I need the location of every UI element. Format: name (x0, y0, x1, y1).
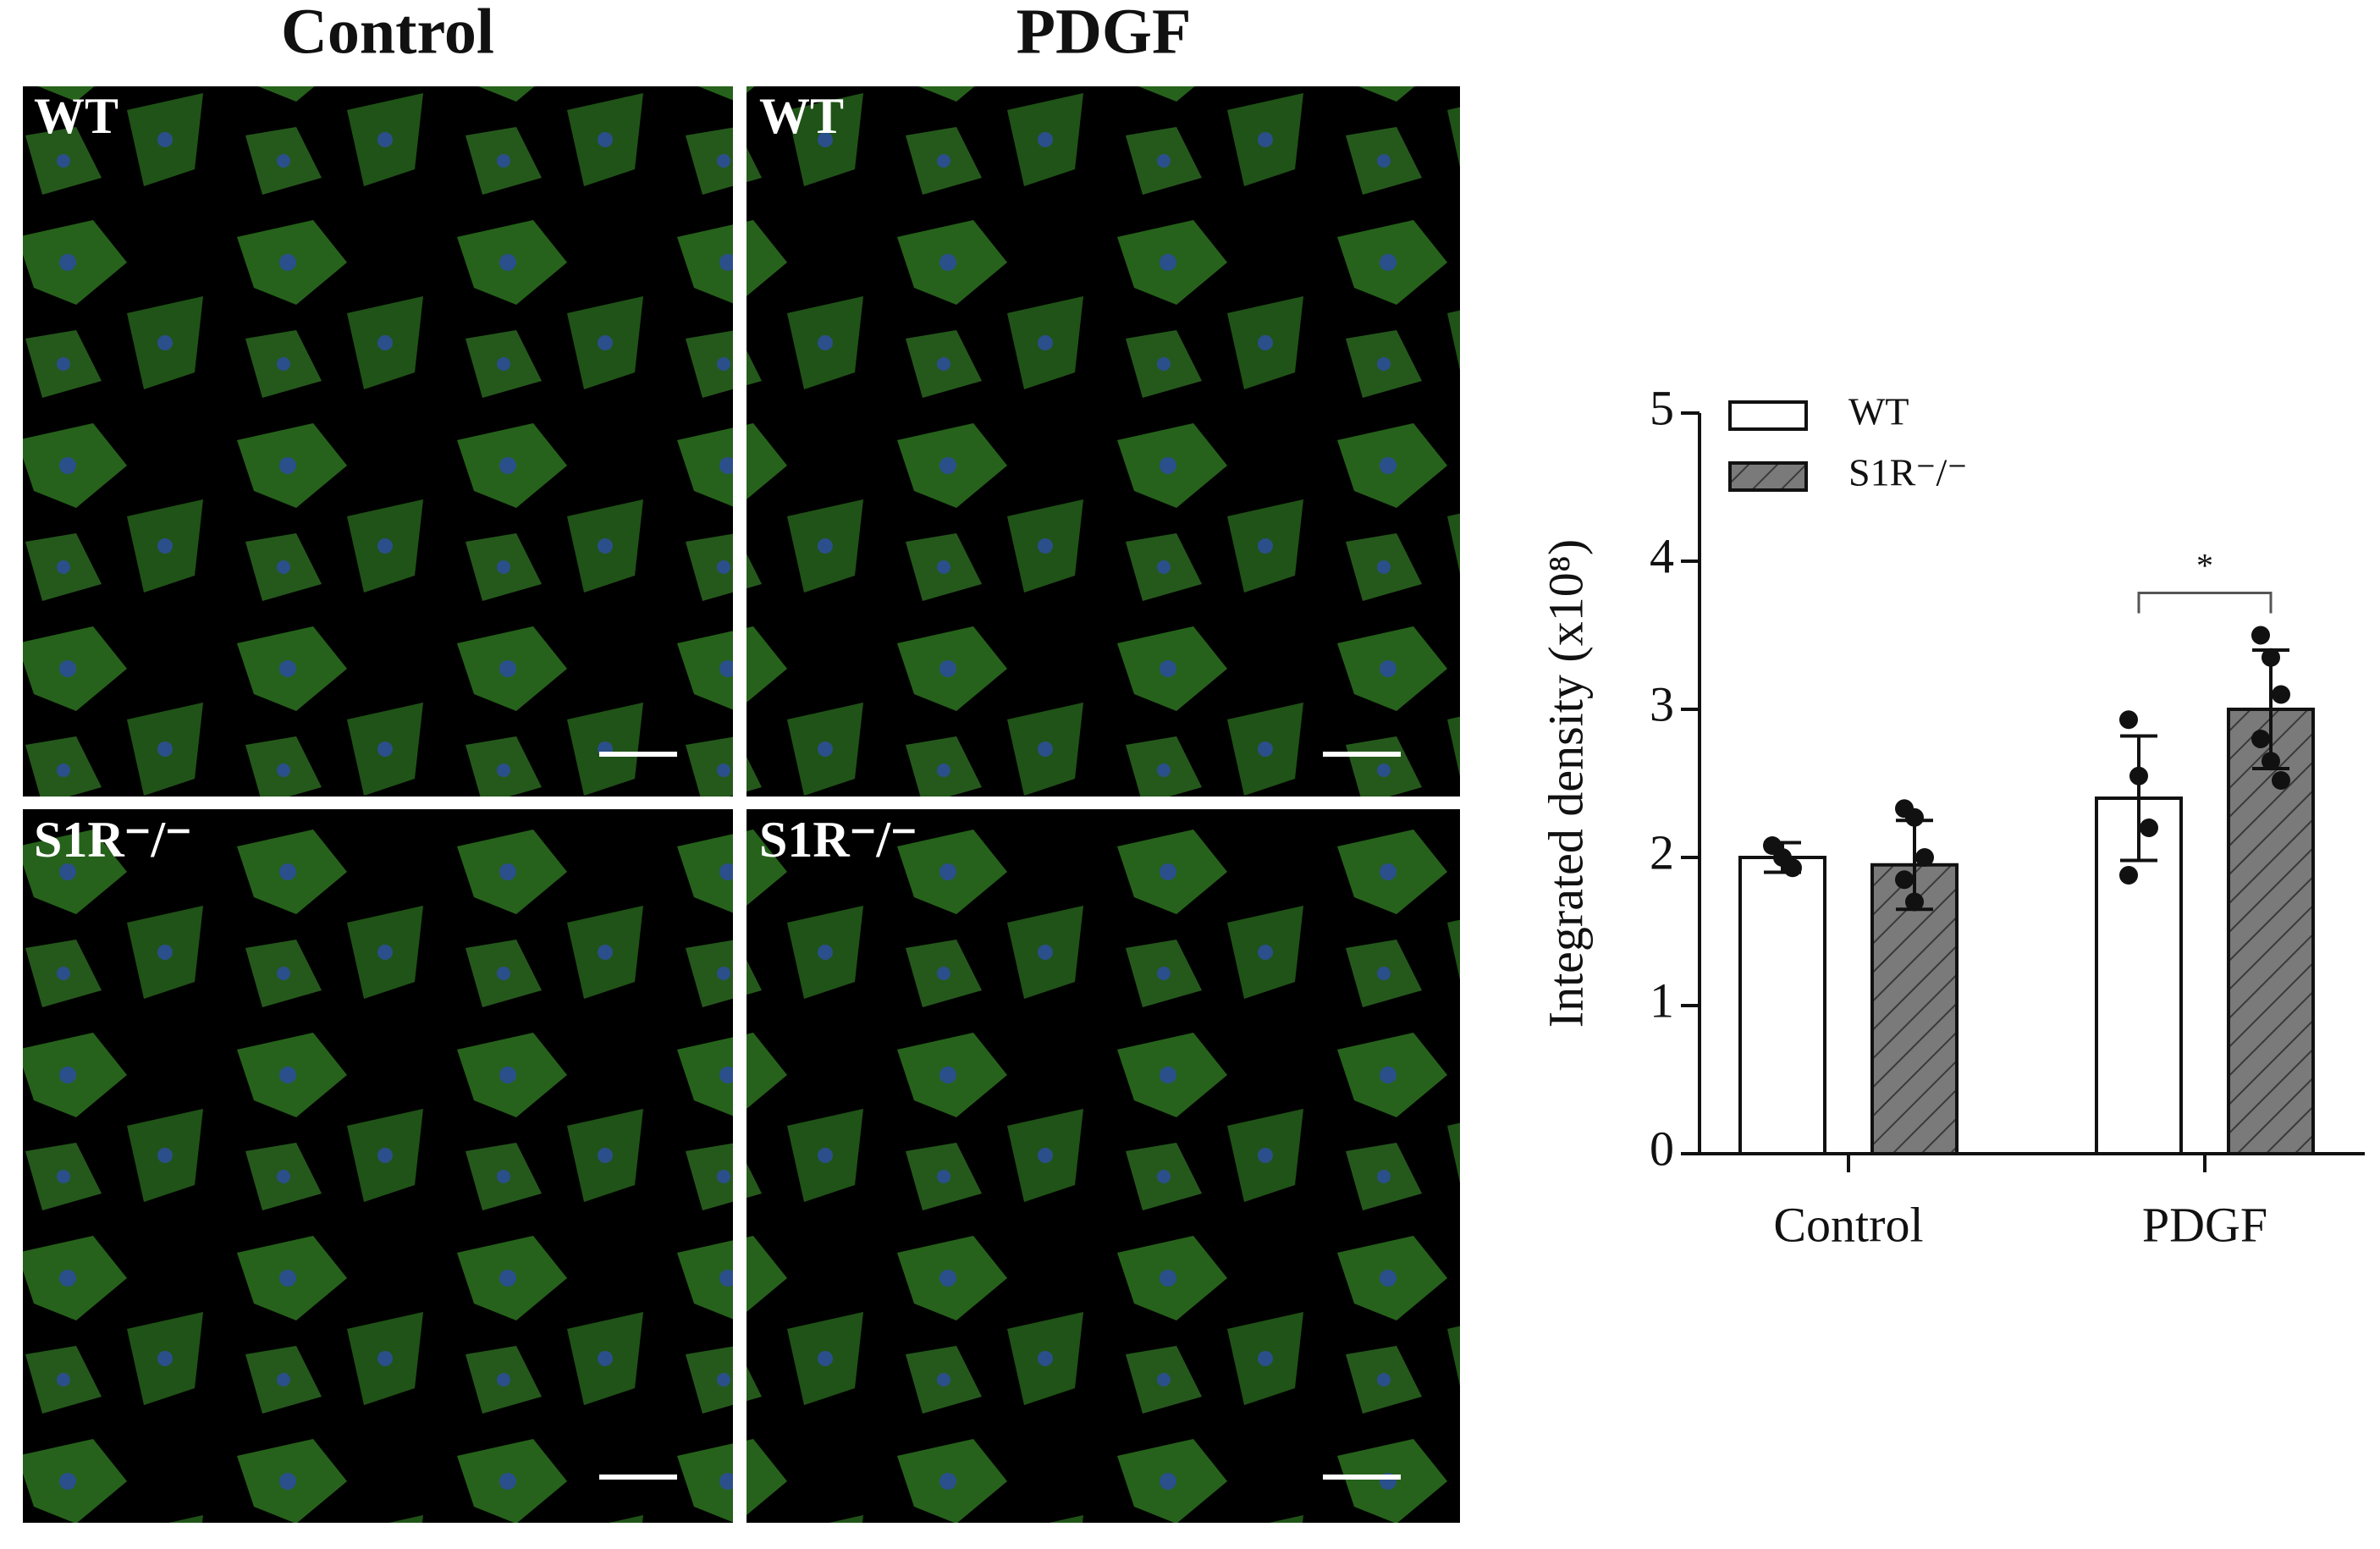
panel-label: WT (34, 88, 118, 144)
image-panel (747, 809, 1460, 1523)
data-point (1905, 892, 1924, 912)
data-point (1905, 808, 1924, 827)
data-point (2272, 685, 2290, 704)
legend-swatch (1728, 400, 1808, 431)
data-point (2251, 730, 2270, 748)
scale-bars (599, 752, 1401, 1480)
x-tick-label: PDGF (2142, 1197, 2267, 1252)
data-point (1895, 870, 1914, 890)
data-point (1783, 858, 1802, 878)
column-title: PDGF (1016, 0, 1192, 67)
data-point (1915, 848, 1934, 867)
panel-label: WT (759, 88, 844, 144)
legend-label: S1R⁻/⁻ (1848, 451, 1968, 494)
y-axis-label: Integrated density (x10⁸) (1538, 539, 1593, 1028)
data-point (2251, 626, 2270, 645)
legend-label: WT (1848, 390, 1909, 433)
image-panel (23, 86, 733, 797)
image-panel (23, 809, 733, 1523)
column-title: Control (281, 0, 494, 67)
data-point (2140, 819, 2158, 837)
micrographs: Control PDGF WT WT S1R⁻/⁻ S1R⁻/⁻ (23, 0, 1460, 1523)
bar (2227, 708, 2315, 1155)
x-tick-label: Control (1773, 1197, 1923, 1252)
legend-swatch (1728, 461, 1808, 492)
image-panel (747, 86, 1460, 797)
y-tick-label: 4 (1650, 528, 1674, 583)
data-point (2262, 752, 2280, 771)
y-tick-label: 1 (1650, 973, 1674, 1028)
panel-label: S1R⁻/⁻ (759, 812, 917, 868)
data-point (2272, 771, 2290, 790)
data-point (2129, 766, 2148, 786)
data-point (2119, 710, 2138, 730)
significance-bracket (2137, 592, 2273, 614)
error-bar (2120, 734, 2157, 863)
y-tick-label: 2 (1650, 824, 1674, 879)
bar-chart: 0 1 2 3 4 5 Integrated density (x10⁸) Control PD… (1538, 380, 2365, 1252)
data-point (2262, 648, 2280, 667)
y-tick-label: 0 (1650, 1121, 1674, 1176)
bar (1738, 856, 1826, 1155)
data-point (2119, 866, 2138, 885)
y-tick-label: 5 (1650, 380, 1674, 435)
panel-label: S1R⁻/⁻ (34, 812, 192, 868)
y-tick-label: 3 (1650, 676, 1674, 731)
significance-label: * (2196, 547, 2213, 585)
